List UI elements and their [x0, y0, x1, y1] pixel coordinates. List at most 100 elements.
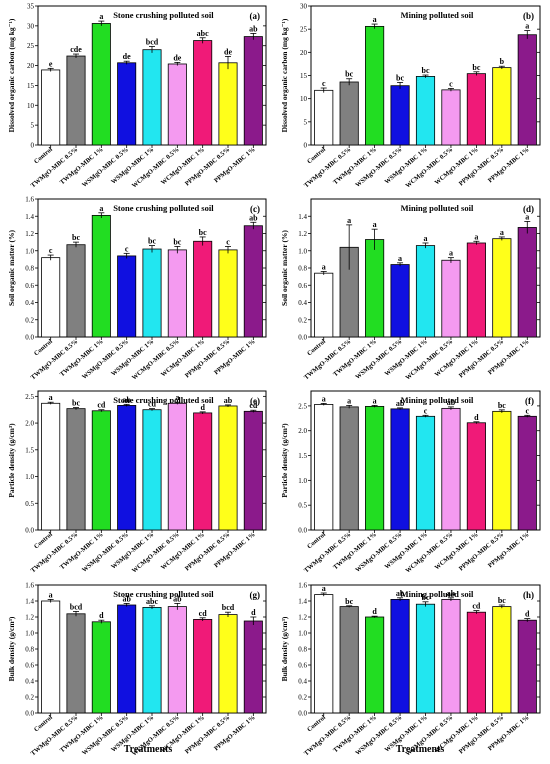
x-category-label: TWMgO-MBC 1% — [332, 338, 378, 378]
y-tick-label: 0.8 — [298, 646, 307, 654]
y-tick-label: 0.4 — [298, 678, 307, 686]
panel-label: (g) — [250, 590, 261, 600]
bar-3 — [365, 239, 385, 338]
y-axis-title: Particle density (g/cm³) — [280, 423, 289, 498]
bar-8 — [218, 614, 238, 714]
y-tick-label: 0.2 — [25, 316, 34, 324]
x-category-label: WCMgO-MBC 0.5% — [404, 531, 454, 574]
x-category-label: PPMgO-MBC 0.5% — [458, 146, 505, 187]
bar-9 — [517, 619, 537, 714]
y-axis-title: Bulk density (g/cm³) — [280, 616, 289, 681]
significance-letter: a — [424, 234, 428, 243]
significance-letter: abc — [146, 597, 158, 606]
bar-4 — [390, 85, 410, 146]
bar-5 — [415, 415, 436, 531]
bar-9 — [243, 225, 263, 338]
x-category-label: WCMgO-MBC 1% — [434, 531, 480, 571]
x-category-label: Control — [306, 338, 327, 357]
y-tick-label: 1.4 — [25, 598, 34, 606]
y-tick-label: 0.0 — [25, 710, 34, 718]
significance-letter: cde — [70, 45, 82, 54]
significance-letter: bc — [472, 63, 480, 72]
x-category-label: PPMgO-MBC 0.5% — [184, 146, 231, 187]
y-tick-label: 2.0 — [25, 420, 34, 428]
significance-letter: a — [322, 394, 326, 403]
x-category-label: WCMgO-MBC 0.5% — [131, 338, 181, 381]
y-tick-label: 0.2 — [298, 694, 307, 702]
significance-letter: d — [99, 611, 104, 620]
panel-label: (c) — [250, 204, 260, 214]
bar-3 — [91, 621, 111, 714]
significance-letter: a — [373, 396, 377, 405]
y-tick-label: 0.0 — [298, 527, 307, 535]
panel-label: (d) — [523, 204, 534, 214]
significance-letter: a — [322, 584, 326, 593]
x-category-label: TWMgO-MBC 1% — [59, 146, 105, 186]
significance-letter: a — [322, 262, 326, 271]
y-tick-label: 1.0 — [298, 477, 307, 485]
y-tick-label: 0.6 — [25, 662, 34, 670]
bar-7 — [193, 240, 213, 338]
bar-9 — [243, 36, 263, 146]
bar-4 — [117, 255, 137, 338]
bar-5 — [415, 245, 436, 338]
significance-letter: c — [125, 244, 129, 253]
x-category-label: Control — [33, 714, 54, 733]
bar-5 — [142, 49, 162, 146]
x-category-label: WCMgO-MBC 0.5% — [131, 146, 181, 189]
significance-letter: c — [424, 406, 428, 415]
x-category-label: WCMgO-MBC 1% — [160, 338, 206, 378]
significance-letter: d — [525, 610, 530, 619]
bar-1 — [41, 257, 61, 338]
significance-letter: bc — [498, 596, 506, 605]
significance-letter: ab — [173, 594, 182, 603]
y-tick-label: 0.8 — [25, 265, 34, 273]
bar-5 — [415, 603, 436, 714]
y-axis-title: Dissolved organic carbon (mg kg⁻¹) — [280, 18, 289, 132]
bar-2 — [339, 81, 359, 146]
y-tick-label: 1.0 — [298, 247, 307, 255]
y-tick-label: 2.5 — [298, 402, 307, 410]
y-tick-label: 1.4 — [298, 213, 307, 221]
y-tick-label: 1.0 — [25, 630, 34, 638]
significance-letter: de — [224, 47, 232, 56]
x-category-label: TWMgO-MBC 0.5% — [303, 338, 353, 381]
significance-letter: cd — [199, 609, 208, 618]
y-tick-label: 15 — [300, 72, 308, 80]
bar-3 — [365, 25, 385, 146]
bar-7 — [193, 40, 213, 146]
panel-title: Mining polluted soil — [401, 203, 474, 213]
significance-letter: c — [49, 246, 53, 255]
x-category-label: WSMgO-MBC 1% — [110, 531, 155, 571]
x-category-label: TWMgO-MBC 0.5% — [303, 714, 353, 757]
significance-letter: a — [99, 204, 103, 213]
y-axis-title: Soil organic matter (%) — [7, 230, 16, 306]
bar-8 — [492, 238, 512, 338]
x-category-label: WCMgO-MBC 0.5% — [404, 338, 454, 381]
bar-8 — [218, 62, 238, 146]
bar-5 — [142, 409, 162, 531]
x-category-label: PPMgO-MBC 0.5% — [458, 338, 505, 379]
x-category-label: WCMgO-MBC 1% — [434, 338, 480, 378]
bar-6 — [441, 599, 461, 714]
bar-9 — [243, 620, 263, 714]
y-tick-label: 10 — [300, 95, 308, 103]
bar-9 — [517, 415, 537, 531]
y-axis-title: Dissolved organic carbon (mg kg⁻¹) — [7, 18, 16, 132]
y-tick-label: 0.0 — [25, 527, 34, 535]
panel-label: (f) — [525, 396, 534, 406]
bar-1 — [314, 272, 334, 338]
panel-label: (h) — [523, 590, 534, 600]
x-category-label: WSMgO-MBC 0.5% — [354, 146, 403, 189]
y-tick-label: 10 — [27, 102, 35, 110]
significance-letter: bc — [72, 399, 80, 408]
significance-letter: a — [398, 254, 402, 263]
bar-2 — [66, 408, 86, 531]
y-tick-label: 1.6 — [25, 582, 34, 590]
x-category-label: PPMgO-MBC 0.5% — [184, 338, 231, 379]
y-tick-label: 1.4 — [25, 213, 34, 221]
bar-6 — [441, 89, 461, 146]
bar-6 — [167, 63, 187, 146]
x-category-label: Control — [306, 714, 327, 733]
significance-letter: d — [200, 403, 205, 412]
